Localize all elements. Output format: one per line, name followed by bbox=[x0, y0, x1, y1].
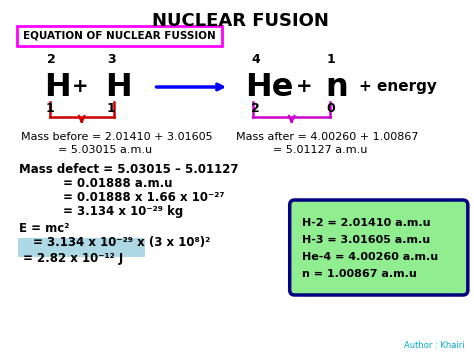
Text: = 3.134 x 10⁻²⁹ kg: = 3.134 x 10⁻²⁹ kg bbox=[63, 205, 183, 218]
Text: = 5.01127 a.m.u: = 5.01127 a.m.u bbox=[273, 145, 367, 155]
Text: NUCLEAR FUSION: NUCLEAR FUSION bbox=[152, 12, 329, 30]
Text: 0: 0 bbox=[327, 102, 335, 115]
Text: = 5.03015 a.m.u: = 5.03015 a.m.u bbox=[58, 145, 152, 155]
Text: EQUATION OF NUCLEAR FUSSION: EQUATION OF NUCLEAR FUSSION bbox=[23, 31, 216, 41]
Text: +: + bbox=[296, 77, 313, 97]
Text: n = 1.00867 a.m.u: n = 1.00867 a.m.u bbox=[302, 269, 417, 279]
Text: = 2.82 x 10⁻¹² J: = 2.82 x 10⁻¹² J bbox=[22, 252, 123, 265]
Text: H: H bbox=[105, 71, 132, 103]
Text: Mass defect = 5.03015 – 5.01127: Mass defect = 5.03015 – 5.01127 bbox=[18, 163, 238, 176]
Text: = 0.01888 x 1.66 x 10⁻²⁷: = 0.01888 x 1.66 x 10⁻²⁷ bbox=[63, 191, 224, 204]
Text: 1: 1 bbox=[106, 102, 115, 115]
Text: Mass before = 2.01410 + 3.01605: Mass before = 2.01410 + 3.01605 bbox=[20, 132, 212, 142]
Text: He: He bbox=[245, 71, 293, 103]
Text: 4: 4 bbox=[251, 53, 260, 66]
Text: He-4 = 4.00260 a.m.u: He-4 = 4.00260 a.m.u bbox=[302, 252, 438, 262]
Text: E = mc²: E = mc² bbox=[18, 222, 69, 235]
Text: 1: 1 bbox=[327, 53, 335, 66]
Text: H: H bbox=[45, 71, 71, 103]
FancyBboxPatch shape bbox=[17, 26, 222, 46]
FancyBboxPatch shape bbox=[18, 238, 145, 257]
Text: = 3.134 x 10⁻²⁹ x (3 x 10⁸)²: = 3.134 x 10⁻²⁹ x (3 x 10⁸)² bbox=[33, 236, 210, 249]
Text: Mass after = 4.00260 + 1.00867: Mass after = 4.00260 + 1.00867 bbox=[236, 132, 419, 142]
Text: 1: 1 bbox=[46, 102, 55, 115]
Text: n: n bbox=[325, 71, 348, 103]
Text: H-3 = 3.01605 a.m.u: H-3 = 3.01605 a.m.u bbox=[302, 235, 430, 245]
Text: Author : Khairi: Author : Khairi bbox=[404, 341, 465, 350]
Text: 2: 2 bbox=[46, 53, 55, 66]
Text: = 0.01888 a.m.u: = 0.01888 a.m.u bbox=[63, 177, 172, 190]
Text: + energy: + energy bbox=[359, 80, 437, 94]
Text: 2: 2 bbox=[251, 102, 260, 115]
FancyBboxPatch shape bbox=[290, 200, 468, 295]
Text: +: + bbox=[72, 77, 89, 97]
Text: H-2 = 2.01410 a.m.u: H-2 = 2.01410 a.m.u bbox=[302, 218, 431, 228]
Text: 3: 3 bbox=[107, 53, 116, 66]
